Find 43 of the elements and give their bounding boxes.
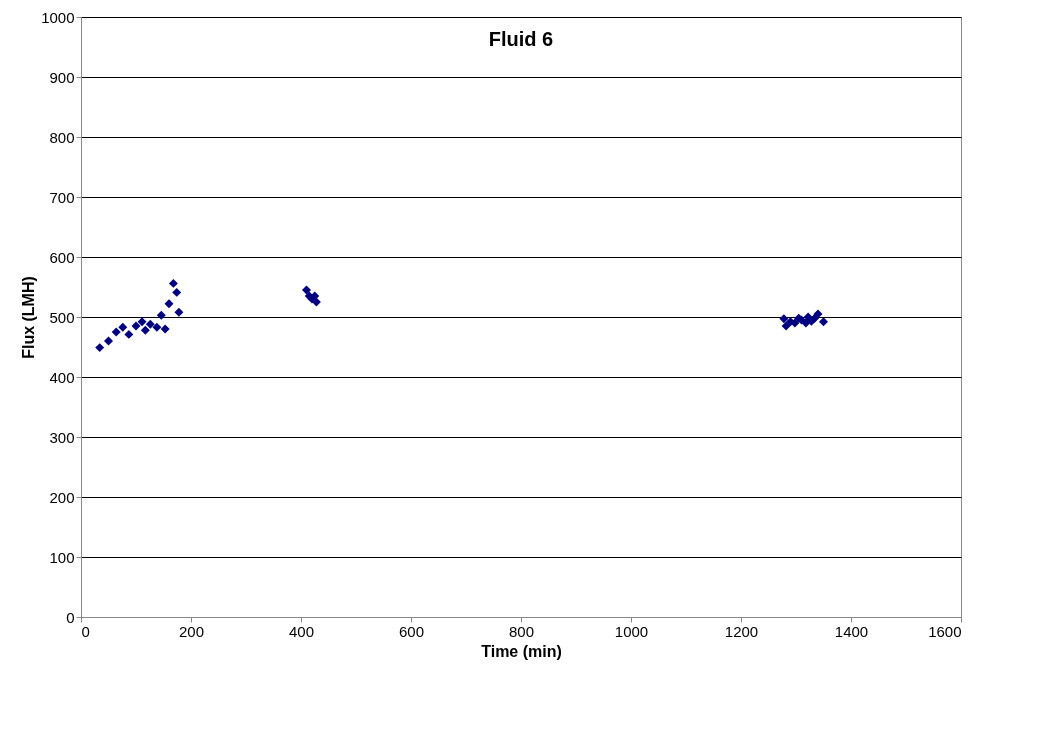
point (311, 297, 321, 307)
text: Fluid 6 (488, 28, 554, 50)
x-tick-label: 1200 (724, 622, 759, 640)
x-tick-label: 800 (508, 622, 535, 640)
point (168, 278, 178, 288)
x-axis-title: Time (min) (481, 642, 562, 660)
point (95, 343, 105, 353)
x-tick-label: 1000 (614, 622, 649, 640)
point (124, 329, 134, 339)
point (152, 322, 162, 332)
y-tick-label: 200 (49, 488, 75, 506)
point (813, 309, 823, 319)
y-tick-label: 1000 (41, 8, 75, 26)
point (131, 321, 141, 331)
point (164, 299, 174, 309)
y-tick-label: 0 (66, 608, 75, 626)
x-tick-label: 200 (178, 622, 205, 640)
point (819, 317, 828, 327)
y-tick-label: 400 (49, 368, 75, 386)
point (137, 317, 147, 327)
point (145, 319, 155, 329)
y-axis-title: Flux (LMH) (20, 276, 38, 359)
point (172, 287, 182, 297)
y-tick-label: 900 (49, 68, 75, 86)
point (140, 325, 150, 335)
y-tick-label: 600 (49, 248, 75, 266)
y-tick-label: 700 (49, 188, 75, 206)
x-tick-label: 1400 (834, 622, 869, 640)
x-tick-label: 400 (288, 622, 315, 640)
y-tick-label: 300 (49, 428, 75, 446)
point (779, 314, 789, 324)
point (174, 307, 184, 317)
point (160, 324, 170, 334)
y-tick-label: 500 (49, 308, 75, 326)
x-tick-label: 600 (398, 622, 425, 640)
y-tick-label: 100 (49, 548, 75, 566)
point (781, 321, 791, 331)
point (118, 322, 128, 332)
x-tick-label: 0 (81, 622, 90, 640)
x-tick-label: 1600 (928, 622, 962, 640)
y-tick-label: 800 (49, 128, 75, 146)
point (156, 310, 166, 320)
point (111, 327, 121, 337)
